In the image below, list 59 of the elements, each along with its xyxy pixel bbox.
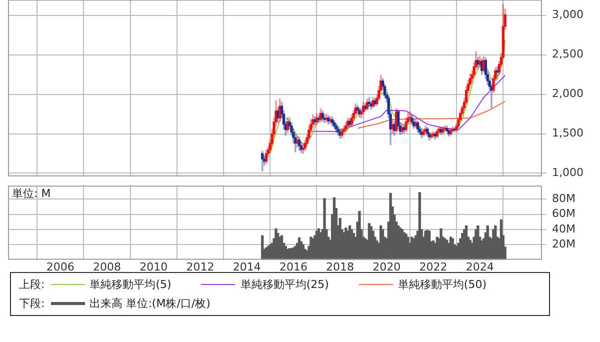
candlestick — [436, 128, 438, 138]
legend-title: 上段: — [19, 277, 45, 292]
candlestick — [457, 116, 460, 128]
y-tick-label: 2,000 — [552, 87, 584, 100]
y-tick-label: 3,000 — [552, 8, 584, 22]
y-tick-label: 60M — [552, 207, 576, 220]
candlestick — [455, 123, 458, 132]
candlestick — [484, 58, 488, 79]
candlestick — [321, 110, 324, 122]
y-tick-label: 20M — [552, 238, 576, 251]
candlestick — [444, 126, 446, 131]
candlestick — [302, 144, 304, 154]
candlestick — [396, 110, 400, 130]
y-tick-label: 40M — [552, 222, 576, 236]
x-tick-label: 2006 — [46, 260, 74, 274]
candlestick — [488, 78, 491, 90]
y-tick-label: 2,500 — [552, 48, 584, 61]
candlestick — [404, 118, 408, 132]
candlestick — [430, 132, 433, 139]
candlestick — [408, 111, 412, 122]
candlestick — [442, 126, 444, 134]
y-tick-label: 1,000 — [552, 166, 584, 180]
x-tick-label: 2022 — [419, 260, 448, 274]
y-axis-title: 単位: M — [12, 186, 51, 200]
x-tick-label: 2008 — [93, 260, 122, 274]
candlestick — [292, 128, 295, 144]
x-tick-label: 2010 — [140, 260, 168, 274]
x-tick-label: 2016 — [279, 260, 308, 274]
legend-label: 単純移動平均(5) — [90, 277, 172, 292]
candlestick — [426, 127, 429, 136]
candlestick — [288, 118, 291, 130]
candlestick — [383, 84, 386, 98]
x-tick-label: 2012 — [186, 260, 214, 274]
bar — [323, 198, 326, 260]
candlestick — [356, 105, 359, 114]
candlestick — [264, 150, 268, 164]
y-tick-label: 1,500 — [552, 126, 584, 140]
candlestick — [422, 128, 425, 136]
y-tick-label: 80M — [552, 192, 576, 206]
candlestick — [410, 114, 414, 125]
x-tick-label: 2014 — [232, 260, 261, 274]
candlestick — [464, 86, 468, 104]
legend-label: 単純移動平均(25) — [240, 277, 329, 292]
candlestick — [342, 126, 346, 134]
candlestick — [360, 108, 363, 118]
legend-label: 出来高 単位:(M株/口/枚) — [90, 296, 210, 311]
legend-title: 下段: — [19, 296, 45, 311]
candlestick — [446, 126, 448, 133]
candlestick — [498, 60, 501, 75]
legend-label: 単純移動平均(50) — [398, 277, 486, 292]
candlestick — [308, 126, 310, 140]
candlestick — [334, 123, 338, 133]
candlestick — [340, 128, 344, 138]
candlestick — [290, 122, 293, 136]
candlestick — [468, 73, 472, 87]
x-tick-label: 2018 — [326, 260, 354, 274]
x-tick-label: 2024 — [466, 260, 494, 274]
x-tick-label: 2020 — [372, 260, 401, 274]
candlestick — [472, 62, 476, 78]
